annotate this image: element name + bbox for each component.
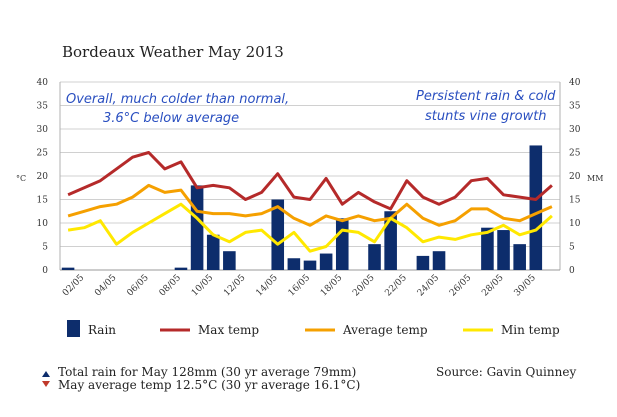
rain-bar bbox=[416, 255, 430, 270]
right-tick-label: 5 bbox=[569, 243, 575, 253]
x-axis-ticks: 02/05 04/05 06/05 08/05 10/05 12/05 14/05 16/05… bbox=[61, 273, 538, 299]
average-temp-line bbox=[67, 183, 553, 227]
rain-bar bbox=[303, 260, 317, 270]
note-rain-total: Total rain for May 128mm (30 yr average … bbox=[58, 365, 356, 379]
right-axis-unit: MM bbox=[587, 174, 603, 183]
annotation-right-line1: Persistent rain & cold bbox=[416, 89, 556, 104]
legend-label-min: Min temp bbox=[501, 323, 560, 337]
chart-title: Bordeaux Weather May 2013 bbox=[62, 43, 284, 61]
legend-swatch-rain bbox=[67, 320, 80, 337]
left-tick-label: 20 bbox=[37, 172, 49, 182]
source-credit: Source: Gavin Quinney bbox=[436, 365, 576, 379]
right-tick-label: 15 bbox=[569, 196, 581, 206]
right-tick-label: 40 bbox=[569, 78, 581, 88]
max-temp-line bbox=[67, 151, 553, 211]
rain-bar bbox=[190, 185, 204, 270]
x-tick-label: 04/05 bbox=[93, 273, 119, 299]
rain-bar bbox=[319, 253, 333, 270]
left-tick-label: 15 bbox=[37, 196, 49, 206]
right-tick-label: 35 bbox=[569, 102, 581, 112]
legend-label-rain: Rain bbox=[88, 323, 116, 337]
rain-bar bbox=[174, 267, 188, 270]
rain-bar bbox=[384, 211, 397, 270]
x-tick-label: 18/05 bbox=[319, 273, 345, 299]
rain-bar bbox=[335, 218, 349, 270]
rain-bar bbox=[513, 244, 526, 270]
annotation-right-line2: stunts vine growth bbox=[425, 109, 547, 124]
x-tick-label: 14/05 bbox=[254, 273, 280, 299]
x-tick-label: 16/05 bbox=[287, 273, 313, 299]
rain-bar bbox=[223, 251, 236, 270]
x-tick-label: 12/05 bbox=[222, 273, 248, 299]
x-tick-label: 20/05 bbox=[351, 273, 377, 299]
right-tick-label: 0 bbox=[569, 266, 575, 276]
note-avg-temp: May average temp 12.5°C (30 yr average 1… bbox=[58, 378, 360, 392]
left-tick-label: 10 bbox=[37, 219, 49, 229]
left-axis-ticks: 0 5 10 15 20 25 30 35 40 bbox=[37, 78, 49, 276]
legend-label-avg: Average temp bbox=[342, 323, 428, 337]
legend: Rain Max temp Average temp Min temp bbox=[67, 320, 560, 337]
rain-bar bbox=[271, 199, 285, 270]
rain-bar bbox=[497, 230, 510, 270]
annotation-left-line1: Overall, much colder than normal, bbox=[66, 92, 289, 107]
left-tick-label: 40 bbox=[37, 78, 49, 88]
left-tick-label: 30 bbox=[37, 125, 49, 135]
x-tick-label: 06/05 bbox=[125, 273, 151, 299]
x-tick-label: 08/05 bbox=[158, 273, 184, 299]
rain-bar bbox=[368, 244, 381, 270]
x-tick-label: 28/05 bbox=[480, 273, 506, 299]
annotation-left-line2: 3.6°C below average bbox=[103, 111, 239, 126]
right-tick-label: 10 bbox=[569, 219, 581, 229]
right-tick-label: 20 bbox=[569, 172, 581, 182]
legend-label-max: Max temp bbox=[198, 323, 259, 337]
min-temp-line bbox=[67, 202, 553, 253]
rain-bar bbox=[432, 251, 446, 270]
x-tick-label: 24/05 bbox=[416, 273, 442, 299]
x-tick-label: 02/05 bbox=[61, 273, 87, 299]
rain-bar bbox=[61, 267, 75, 270]
right-tick-label: 25 bbox=[569, 149, 581, 159]
x-tick-label: 26/05 bbox=[448, 273, 474, 299]
rain-bar bbox=[481, 227, 494, 270]
right-tick-label: 30 bbox=[569, 125, 581, 135]
rain-bar bbox=[287, 258, 301, 270]
left-tick-label: 0 bbox=[42, 266, 48, 276]
left-tick-label: 35 bbox=[37, 102, 49, 112]
rain-bar bbox=[206, 234, 220, 270]
rain-bars bbox=[61, 145, 543, 270]
down-arrow-icon bbox=[42, 381, 50, 387]
x-tick-label: 22/05 bbox=[383, 273, 409, 299]
x-tick-label: 30/05 bbox=[513, 273, 539, 299]
left-axis-unit: °C bbox=[16, 174, 26, 183]
x-tick-label: 10/05 bbox=[190, 273, 216, 299]
rain-bar bbox=[529, 145, 543, 270]
left-tick-label: 25 bbox=[37, 149, 49, 159]
temperature-lines bbox=[67, 151, 553, 253]
up-arrow-icon bbox=[42, 371, 50, 377]
gridlines bbox=[59, 81, 561, 271]
left-tick-label: 5 bbox=[42, 243, 48, 253]
right-axis-ticks: 0 5 10 15 20 25 30 35 40 bbox=[569, 78, 581, 276]
